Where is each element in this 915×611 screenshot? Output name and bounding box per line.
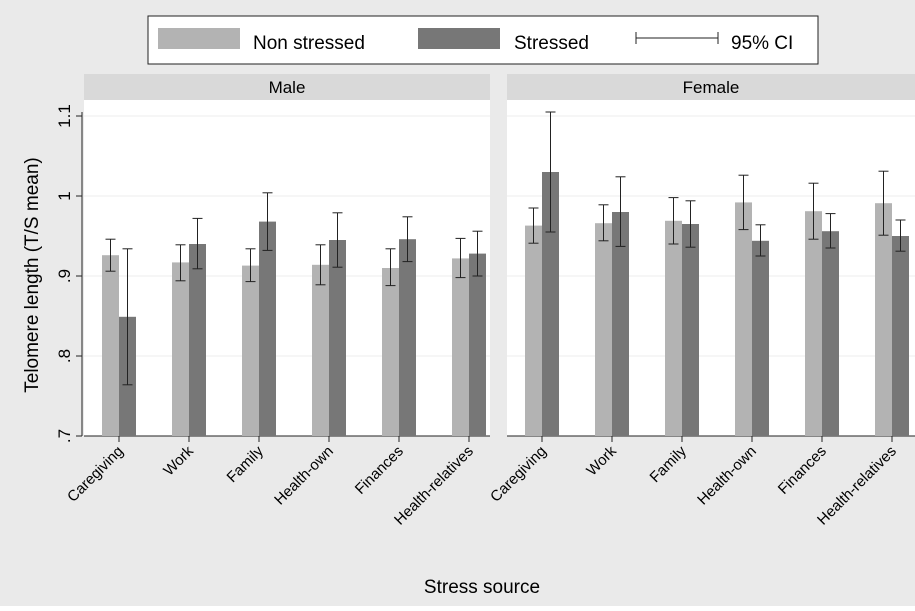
bar-stressed xyxy=(259,221,276,436)
error-bar xyxy=(615,176,626,247)
bar-non-stressed xyxy=(452,258,469,436)
bar-non-stressed xyxy=(665,220,682,436)
error-bar xyxy=(122,248,133,386)
error-bar xyxy=(332,212,343,268)
error-bar xyxy=(472,230,483,277)
error-bar xyxy=(808,182,819,240)
bar-non-stressed xyxy=(102,255,119,436)
error-bar xyxy=(385,248,396,287)
bar-stressed xyxy=(189,244,206,436)
legend-label-stressed: Stressed xyxy=(514,33,589,54)
y-tick-label: .7 xyxy=(55,429,74,443)
error-bar xyxy=(895,219,906,252)
legend-swatch-stressed xyxy=(418,28,500,49)
error-bar xyxy=(315,244,326,286)
bar-stressed xyxy=(399,239,416,436)
panel-title: Male xyxy=(269,78,306,97)
error-bar xyxy=(878,170,889,236)
bar-stressed xyxy=(682,224,699,436)
x-axis-title: Stress source xyxy=(424,577,540,598)
panel-plot-area xyxy=(84,100,490,436)
panel-plot-area xyxy=(507,100,915,436)
legend: Non stressed Stressed 95% CI xyxy=(147,15,819,65)
y-axis-title: Telomere length (T/S mean) xyxy=(22,157,43,393)
bar-non-stressed xyxy=(382,268,399,436)
bar-stressed xyxy=(329,240,346,436)
legend-swatch-non-stressed xyxy=(158,28,240,49)
bar-non-stressed xyxy=(242,265,259,436)
bar-stressed xyxy=(612,212,629,436)
bar-non-stressed xyxy=(805,211,822,436)
legend-label-non-stressed: Non stressed xyxy=(253,33,365,54)
bar-non-stressed xyxy=(875,203,892,436)
bar-non-stressed xyxy=(312,264,329,436)
error-bar xyxy=(545,111,556,233)
bar-non-stressed xyxy=(525,225,542,436)
bar-stressed xyxy=(822,231,839,436)
error-bar xyxy=(755,224,766,257)
bar-stressed xyxy=(542,172,559,436)
panel-header xyxy=(84,74,490,100)
legend-label-ci: 95% CI xyxy=(731,33,793,54)
bar-non-stressed xyxy=(595,223,612,436)
error-bar xyxy=(192,217,203,270)
bar-stressed xyxy=(892,236,909,436)
error-bar xyxy=(402,216,413,263)
error-bar xyxy=(455,237,466,279)
y-tick-label: 1.1 xyxy=(55,104,74,128)
y-tick-label: .9 xyxy=(55,269,74,283)
error-bar xyxy=(105,238,116,272)
bar-non-stressed xyxy=(172,262,189,436)
y-axis: .7 .8 .9 1 1.1 xyxy=(55,104,83,443)
error-bar xyxy=(175,244,186,282)
bar-non-stressed xyxy=(735,202,752,436)
y-tick-label: .8 xyxy=(55,349,74,363)
error-bar xyxy=(738,174,749,231)
legend-ci-symbol xyxy=(635,32,719,44)
error-bar xyxy=(528,207,539,244)
panel-header xyxy=(507,74,915,100)
panel-title: Female xyxy=(683,78,740,97)
error-bar xyxy=(668,197,679,245)
bar-stressed xyxy=(752,240,769,436)
error-bar xyxy=(245,248,256,283)
error-bar xyxy=(262,192,273,251)
bar-stressed xyxy=(469,253,486,436)
error-bar xyxy=(825,213,836,249)
error-bar xyxy=(598,204,609,242)
y-tick-label: 1 xyxy=(55,191,74,200)
error-bar xyxy=(685,200,696,248)
